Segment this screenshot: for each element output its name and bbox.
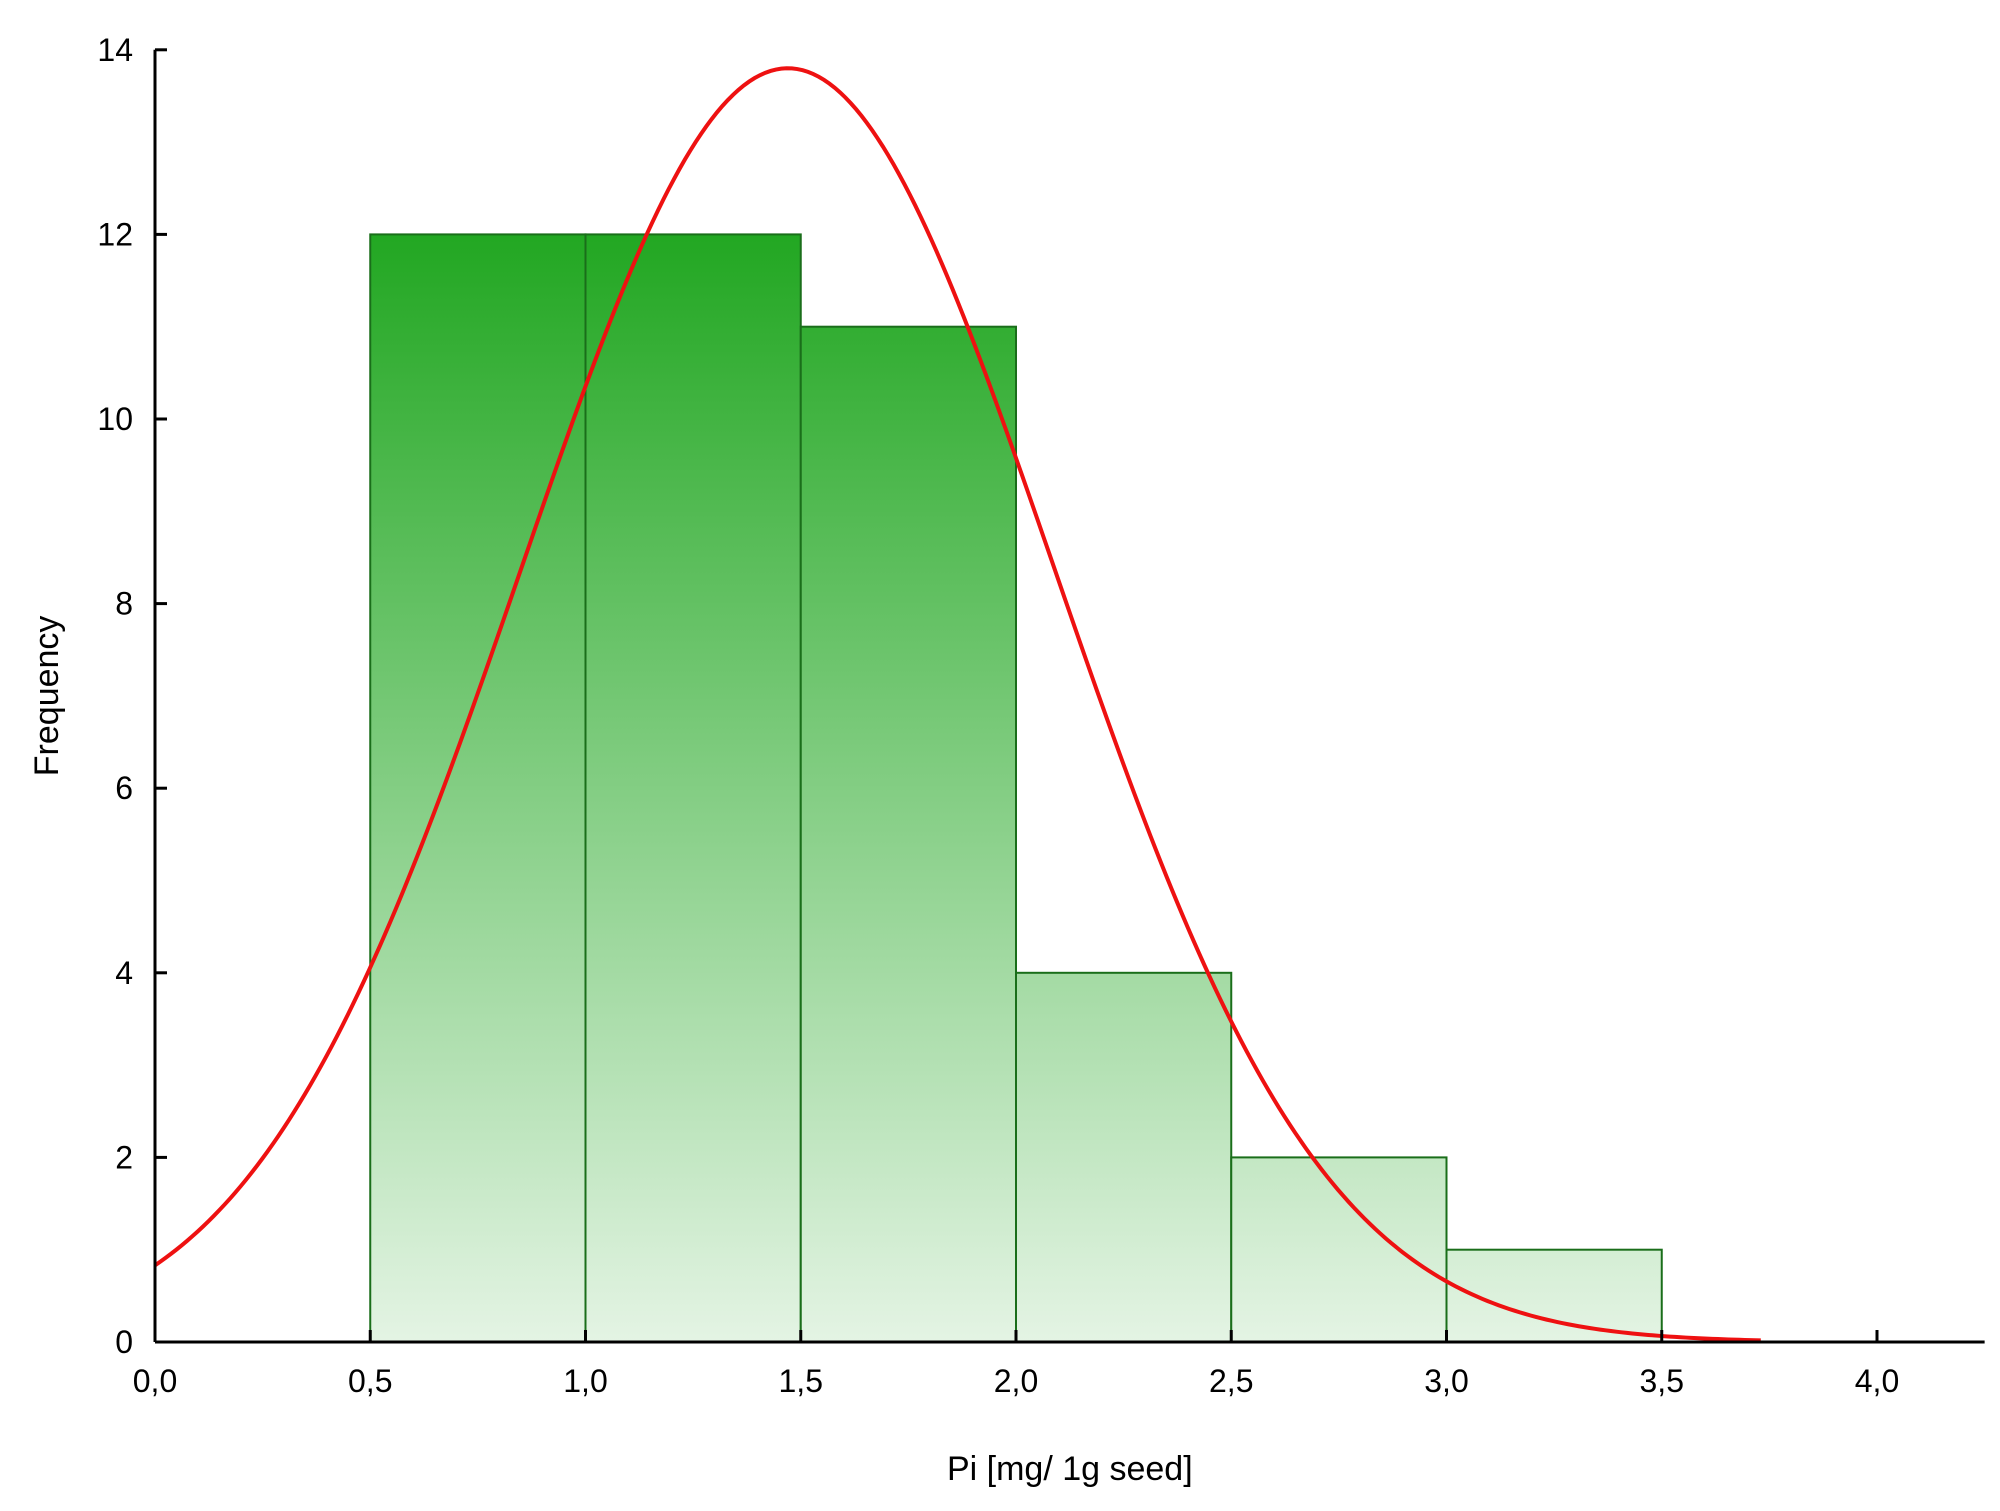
bars-layer — [369, 233, 1663, 1344]
normal-fit-curve — [153, 66, 1761, 1343]
labels-layer: Pi [mg/ 1g seed] Frequency — [28, 616, 1193, 1488]
y-tick-label-7: 14 — [97, 32, 133, 68]
x-axis-title: Pi [mg/ 1g seed] — [947, 1450, 1193, 1488]
x-tick-label-0: 0,0 — [133, 1363, 177, 1399]
y-tick-label-6: 12 — [97, 216, 133, 252]
x-tick-label-5: 2,5 — [1209, 1363, 1253, 1399]
x-tick-label-3: 1,5 — [779, 1363, 823, 1399]
y-tick-label-0: 0 — [115, 1324, 133, 1360]
x-tick-label-7: 3,5 — [1640, 1363, 1684, 1399]
x-tick-label-4: 2,0 — [994, 1363, 1038, 1399]
fit-curve-layer — [153, 66, 1761, 1343]
histogram-bar-4 — [1230, 1156, 1448, 1344]
y-tick-label-1: 2 — [115, 1139, 133, 1175]
x-tick-label-6: 3,0 — [1424, 1363, 1468, 1399]
y-tick-label-4: 8 — [115, 586, 133, 622]
x-tick-label-1: 0,5 — [348, 1363, 392, 1399]
x-tick-label-2: 1,0 — [563, 1363, 607, 1399]
histogram-bar-1 — [584, 233, 802, 1343]
histogram-bar-0 — [369, 233, 587, 1343]
histogram-bar-2 — [799, 325, 1017, 1343]
y-tick-label-5: 10 — [97, 401, 133, 437]
axes-layer: 0,0 0,5 1,0 1,5 2,0 2,5 3,0 3,5 4,0 0 2 4 6 8 10 12 14 — [97, 32, 1985, 1399]
histogram-bar-5 — [1445, 1248, 1663, 1343]
y-tick-label-3: 6 — [115, 770, 133, 806]
x-tick-label-8: 4,0 — [1855, 1363, 1899, 1399]
y-axis-title: Frequency — [28, 616, 66, 777]
y-tick-label-2: 4 — [115, 955, 133, 991]
histogram-bar-3 — [1015, 971, 1233, 1343]
